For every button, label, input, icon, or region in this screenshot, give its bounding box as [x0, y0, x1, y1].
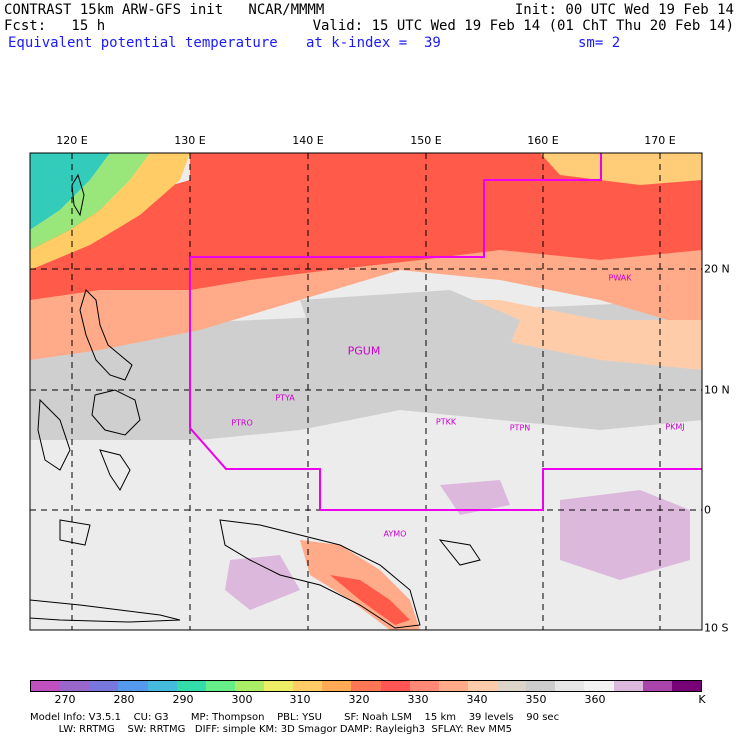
station-pwak: PWAK [608, 273, 632, 283]
colorbar-tick: 330 [407, 693, 429, 706]
lon-label-140e: 140 E [292, 134, 324, 147]
colorbar-tick: 310 [289, 693, 311, 706]
station-ptya: PTYA [275, 393, 295, 403]
colorbar-swatch [264, 681, 294, 691]
smoothing: sm= 2 [578, 35, 621, 51]
colorbar-tick: 280 [113, 693, 135, 706]
colorbar-swatch [205, 681, 235, 691]
colorbar-swatch [584, 681, 614, 691]
lat-label-20n: 20 N [704, 262, 730, 276]
colorbar-tick: 350 [525, 693, 547, 706]
init-time: Init: 00 UTC Wed 19 Feb 14 [514, 2, 734, 18]
colorbar-swatch [526, 681, 556, 691]
valid-time: Valid: 15 UTC Wed 19 Feb 14 (01 ChT Thu … [312, 18, 734, 34]
colorbar-swatch [497, 681, 527, 691]
lon-label-120e: 120 E [56, 134, 88, 147]
station-aymo: AYMO [383, 529, 407, 539]
station-ptpn: PTPN [509, 423, 531, 433]
lon-label-130e: 130 E [174, 134, 206, 147]
colorbar-swatch [147, 681, 177, 691]
lon-label-160e: 160 E [527, 134, 559, 147]
colorbar-swatch [671, 681, 701, 691]
colorbar [30, 680, 702, 692]
colorbar-swatch [409, 681, 439, 691]
grid [30, 153, 702, 630]
forecast-hour: Fcst: 15 h [4, 18, 106, 34]
map-frame [29, 152, 703, 631]
title-line: CONTRAST 15km ARW-GFS init NCAR/MMMM [4, 2, 325, 18]
station-ptkk: PTKK [435, 417, 457, 427]
colorbar-swatch [642, 681, 672, 691]
domain-boundary [189, 153, 702, 511]
colorbar-swatch [380, 681, 410, 691]
colorbar-tick: 340 [466, 693, 488, 706]
colorbar-swatch [89, 681, 119, 691]
station-ptro: PTRO [231, 418, 253, 428]
field-name: Equivalent potential temperature [8, 35, 278, 51]
colorbar-swatch [31, 681, 61, 691]
lon-label-150e: 150 E [410, 134, 442, 147]
colorbar-swatch [176, 681, 206, 691]
colorbar-swatch [322, 681, 352, 691]
colorbar-swatch [351, 681, 381, 691]
model-info-line1: Model Info: V3.5.1 CU: G3 MP: Thompson P… [30, 712, 560, 723]
colorbar-tick: 300 [231, 693, 253, 706]
colorbar-swatch [555, 681, 585, 691]
colorbar-swatch [438, 681, 468, 691]
colorbar-swatch [293, 681, 323, 691]
station-pkmj: PKMJ [665, 422, 685, 432]
colorbar-tick: 270 [54, 693, 76, 706]
model-info-line2: LW: RRTMG SW: RRTMG DIFF: simple KM: 3D … [30, 724, 513, 735]
colorbar-tick: 320 [348, 693, 370, 706]
station-pgum: PGUM [347, 344, 381, 358]
lon-label-170e: 170 E [644, 134, 676, 147]
lat-label-10s: 10 S [704, 621, 729, 635]
colorbar-tick: 290 [172, 693, 194, 706]
colorbar-tick: 360 [584, 693, 606, 706]
colorbar-unit: K [698, 693, 706, 706]
lat-label-0: 0 [704, 503, 711, 517]
colorbar-swatch [234, 681, 264, 691]
colorbar-swatch [467, 681, 497, 691]
colorbar-swatch [60, 681, 90, 691]
colorbar-swatch [613, 681, 643, 691]
shaded-field [30, 153, 702, 630]
colorbar-swatch [118, 681, 148, 691]
lat-label-10n: 10 N [704, 383, 730, 397]
level-index: at k-index = 39 [306, 35, 441, 51]
coastlines [30, 173, 481, 629]
